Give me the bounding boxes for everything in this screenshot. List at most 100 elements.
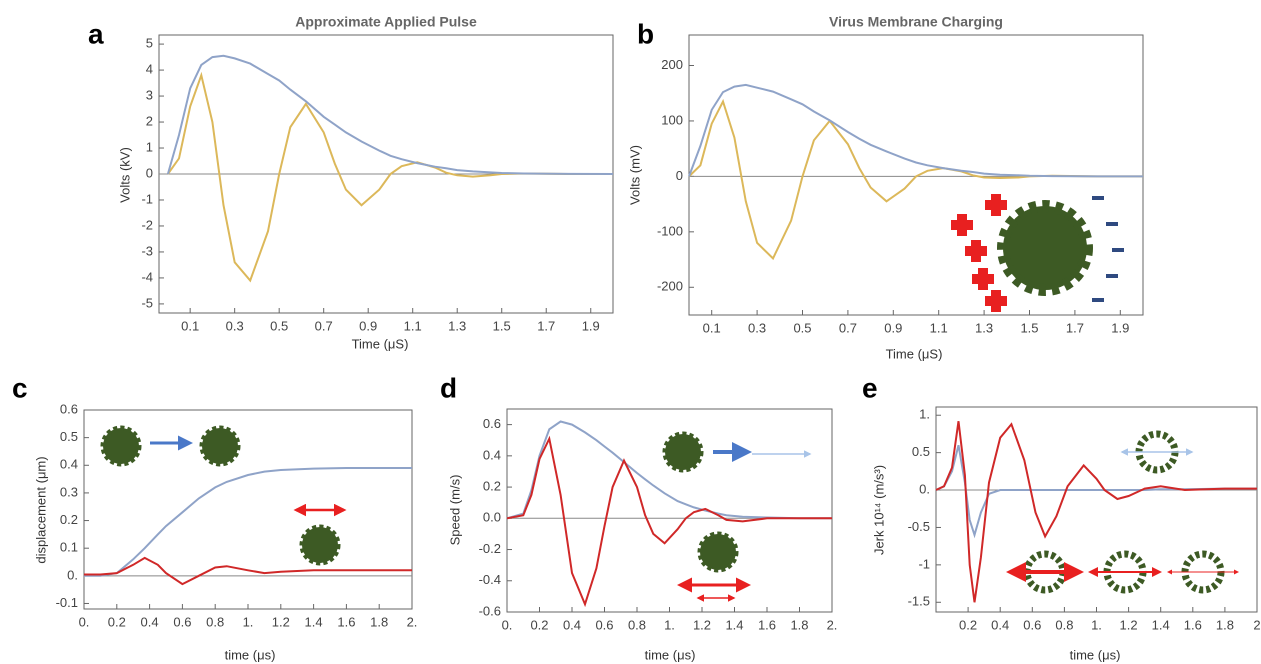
y-tick-label: 0.6: [60, 401, 78, 416]
y-tick-label: -100: [657, 223, 683, 238]
y-tick-label: -4: [141, 269, 153, 284]
y-tick-label: -0.1: [56, 595, 78, 610]
illustration-d: [662, 431, 812, 602]
x-axis-label: Time (μS): [352, 336, 409, 351]
x-axis-label: time (μs): [225, 647, 276, 662]
virus-illustration-b: [951, 194, 1124, 312]
panel-letter: b: [637, 18, 654, 49]
y-tick-label: 0: [146, 165, 153, 180]
panel: a Approximate Applied Pulse Time (μS) Volts…: [88, 14, 614, 351]
x-tick-label: 0.3: [226, 318, 244, 333]
y-tick-label: 2: [146, 113, 153, 128]
y-tick-label: 0.: [67, 567, 78, 582]
y-axis-label: Speed (m/s): [447, 475, 462, 546]
x-tick-label: 1.4: [1152, 617, 1170, 632]
y-tick-label: -1: [918, 556, 930, 571]
x-tick-label: 1.1: [404, 318, 422, 333]
y-tick-label: 1.: [919, 407, 930, 422]
x-tick-label: 1.: [664, 617, 675, 632]
x-tick-label: 2.: [827, 617, 838, 632]
x-tick-label: 1.8: [1216, 617, 1234, 632]
panel: d time (μs) Speed (m/s) 0. 0.2 0.4 0.6 0.8 1. 1.2…: [440, 372, 837, 662]
y-tick-label: -0.4: [479, 572, 501, 587]
y-tick-label: -200: [657, 279, 683, 294]
x-tick-label: 1.6: [758, 617, 776, 632]
x-tick-label: 1.: [1091, 617, 1102, 632]
x-tick-label: 0.4: [563, 617, 581, 632]
series-line: [506, 435, 832, 608]
series-line: [84, 556, 412, 586]
y-tick-label: 0: [676, 168, 683, 183]
x-tick-label: 1.3: [975, 320, 993, 335]
x-tick-label: 0.4: [991, 617, 1009, 632]
y-tick-label: 0.4: [60, 457, 78, 472]
x-axis-label: Time (μS): [886, 346, 943, 361]
y-tick-label: 0.0: [483, 510, 501, 525]
x-tick-label: 1.8: [370, 614, 388, 629]
series-line: [84, 467, 412, 577]
y-tick-label: 0.: [919, 481, 930, 496]
x-tick-label: 0.3: [748, 320, 766, 335]
x-tick-label: 0.7: [839, 320, 857, 335]
x-tick-label: 0.5: [793, 320, 811, 335]
y-tick-label: 1: [146, 139, 153, 154]
x-axis-label: time (μs): [645, 647, 696, 662]
y-tick-label: -0.5: [908, 519, 930, 534]
x-tick-label: 1.1: [930, 320, 948, 335]
y-tick-label: 0.6: [483, 416, 501, 431]
y-axis-label: Volts (kV): [117, 147, 132, 203]
x-tick-label: 1.9: [1111, 320, 1129, 335]
y-axis-label: displacement (μm): [33, 456, 48, 563]
x-tick-label: 1.3: [448, 318, 466, 333]
panel: c time (μs) displacement (μm) 0. 0.2 0.4 0.6 0.…: [12, 372, 417, 662]
x-tick-label: 1.: [243, 614, 254, 629]
panel-letter: e: [862, 372, 878, 403]
panel-letter: d: [440, 372, 457, 403]
plot-frame: [506, 408, 833, 613]
x-tick-label: 0.: [502, 617, 513, 632]
series-line: [688, 83, 1143, 178]
x-tick-label: 0.: [79, 614, 90, 629]
series-line: [166, 54, 614, 175]
x-tick-label: 0.7: [315, 318, 333, 333]
x-tick-label: 1.9: [582, 318, 600, 333]
y-tick-label: -0.6: [479, 603, 501, 618]
x-tick-label: 0.6: [1023, 617, 1041, 632]
y-tick-label: -1.5: [908, 594, 930, 609]
chart-title: Virus Membrane Charging: [829, 14, 1003, 30]
y-tick-label: 3: [146, 87, 153, 102]
y-tick-label: -3: [141, 243, 153, 258]
x-tick-label: 0.4: [141, 614, 159, 629]
y-tick-label: -5: [141, 295, 153, 310]
y-axis-label: Jerk 10¹⁴ (m/s³): [871, 465, 886, 555]
x-tick-label: 2: [1253, 617, 1260, 632]
x-tick-label: 1.8: [790, 617, 808, 632]
y-tick-label: -1: [141, 191, 153, 206]
y-tick-label: 5: [146, 36, 153, 51]
x-tick-label: 1.4: [305, 614, 323, 629]
x-tick-label: 0.1: [703, 320, 721, 335]
y-axis-label: Volts (mV): [627, 145, 642, 205]
series-line: [506, 420, 832, 520]
illustration-c: [100, 425, 347, 566]
x-tick-label: 0.2: [530, 617, 548, 632]
series-line: [167, 71, 613, 283]
x-tick-label: 1.6: [1184, 617, 1202, 632]
x-axis-label: time (μs): [1070, 647, 1121, 662]
panel-letter: c: [12, 372, 28, 403]
y-tick-label: 4: [146, 62, 153, 77]
x-tick-label: 0.2: [108, 614, 126, 629]
series-line: [935, 421, 1257, 603]
x-tick-label: 0.6: [595, 617, 613, 632]
x-tick-label: 0.8: [206, 614, 224, 629]
chart-title: Approximate Applied Pulse: [295, 14, 477, 30]
panel-letter: a: [88, 18, 104, 49]
y-tick-label: -2: [141, 217, 153, 232]
y-tick-label: 0.2: [60, 512, 78, 527]
x-tick-label: 0.8: [628, 617, 646, 632]
x-tick-label: 0.2: [959, 617, 977, 632]
x-tick-label: 1.7: [537, 318, 555, 333]
y-tick-label: 0.3: [60, 484, 78, 499]
x-tick-label: 0.9: [884, 320, 902, 335]
